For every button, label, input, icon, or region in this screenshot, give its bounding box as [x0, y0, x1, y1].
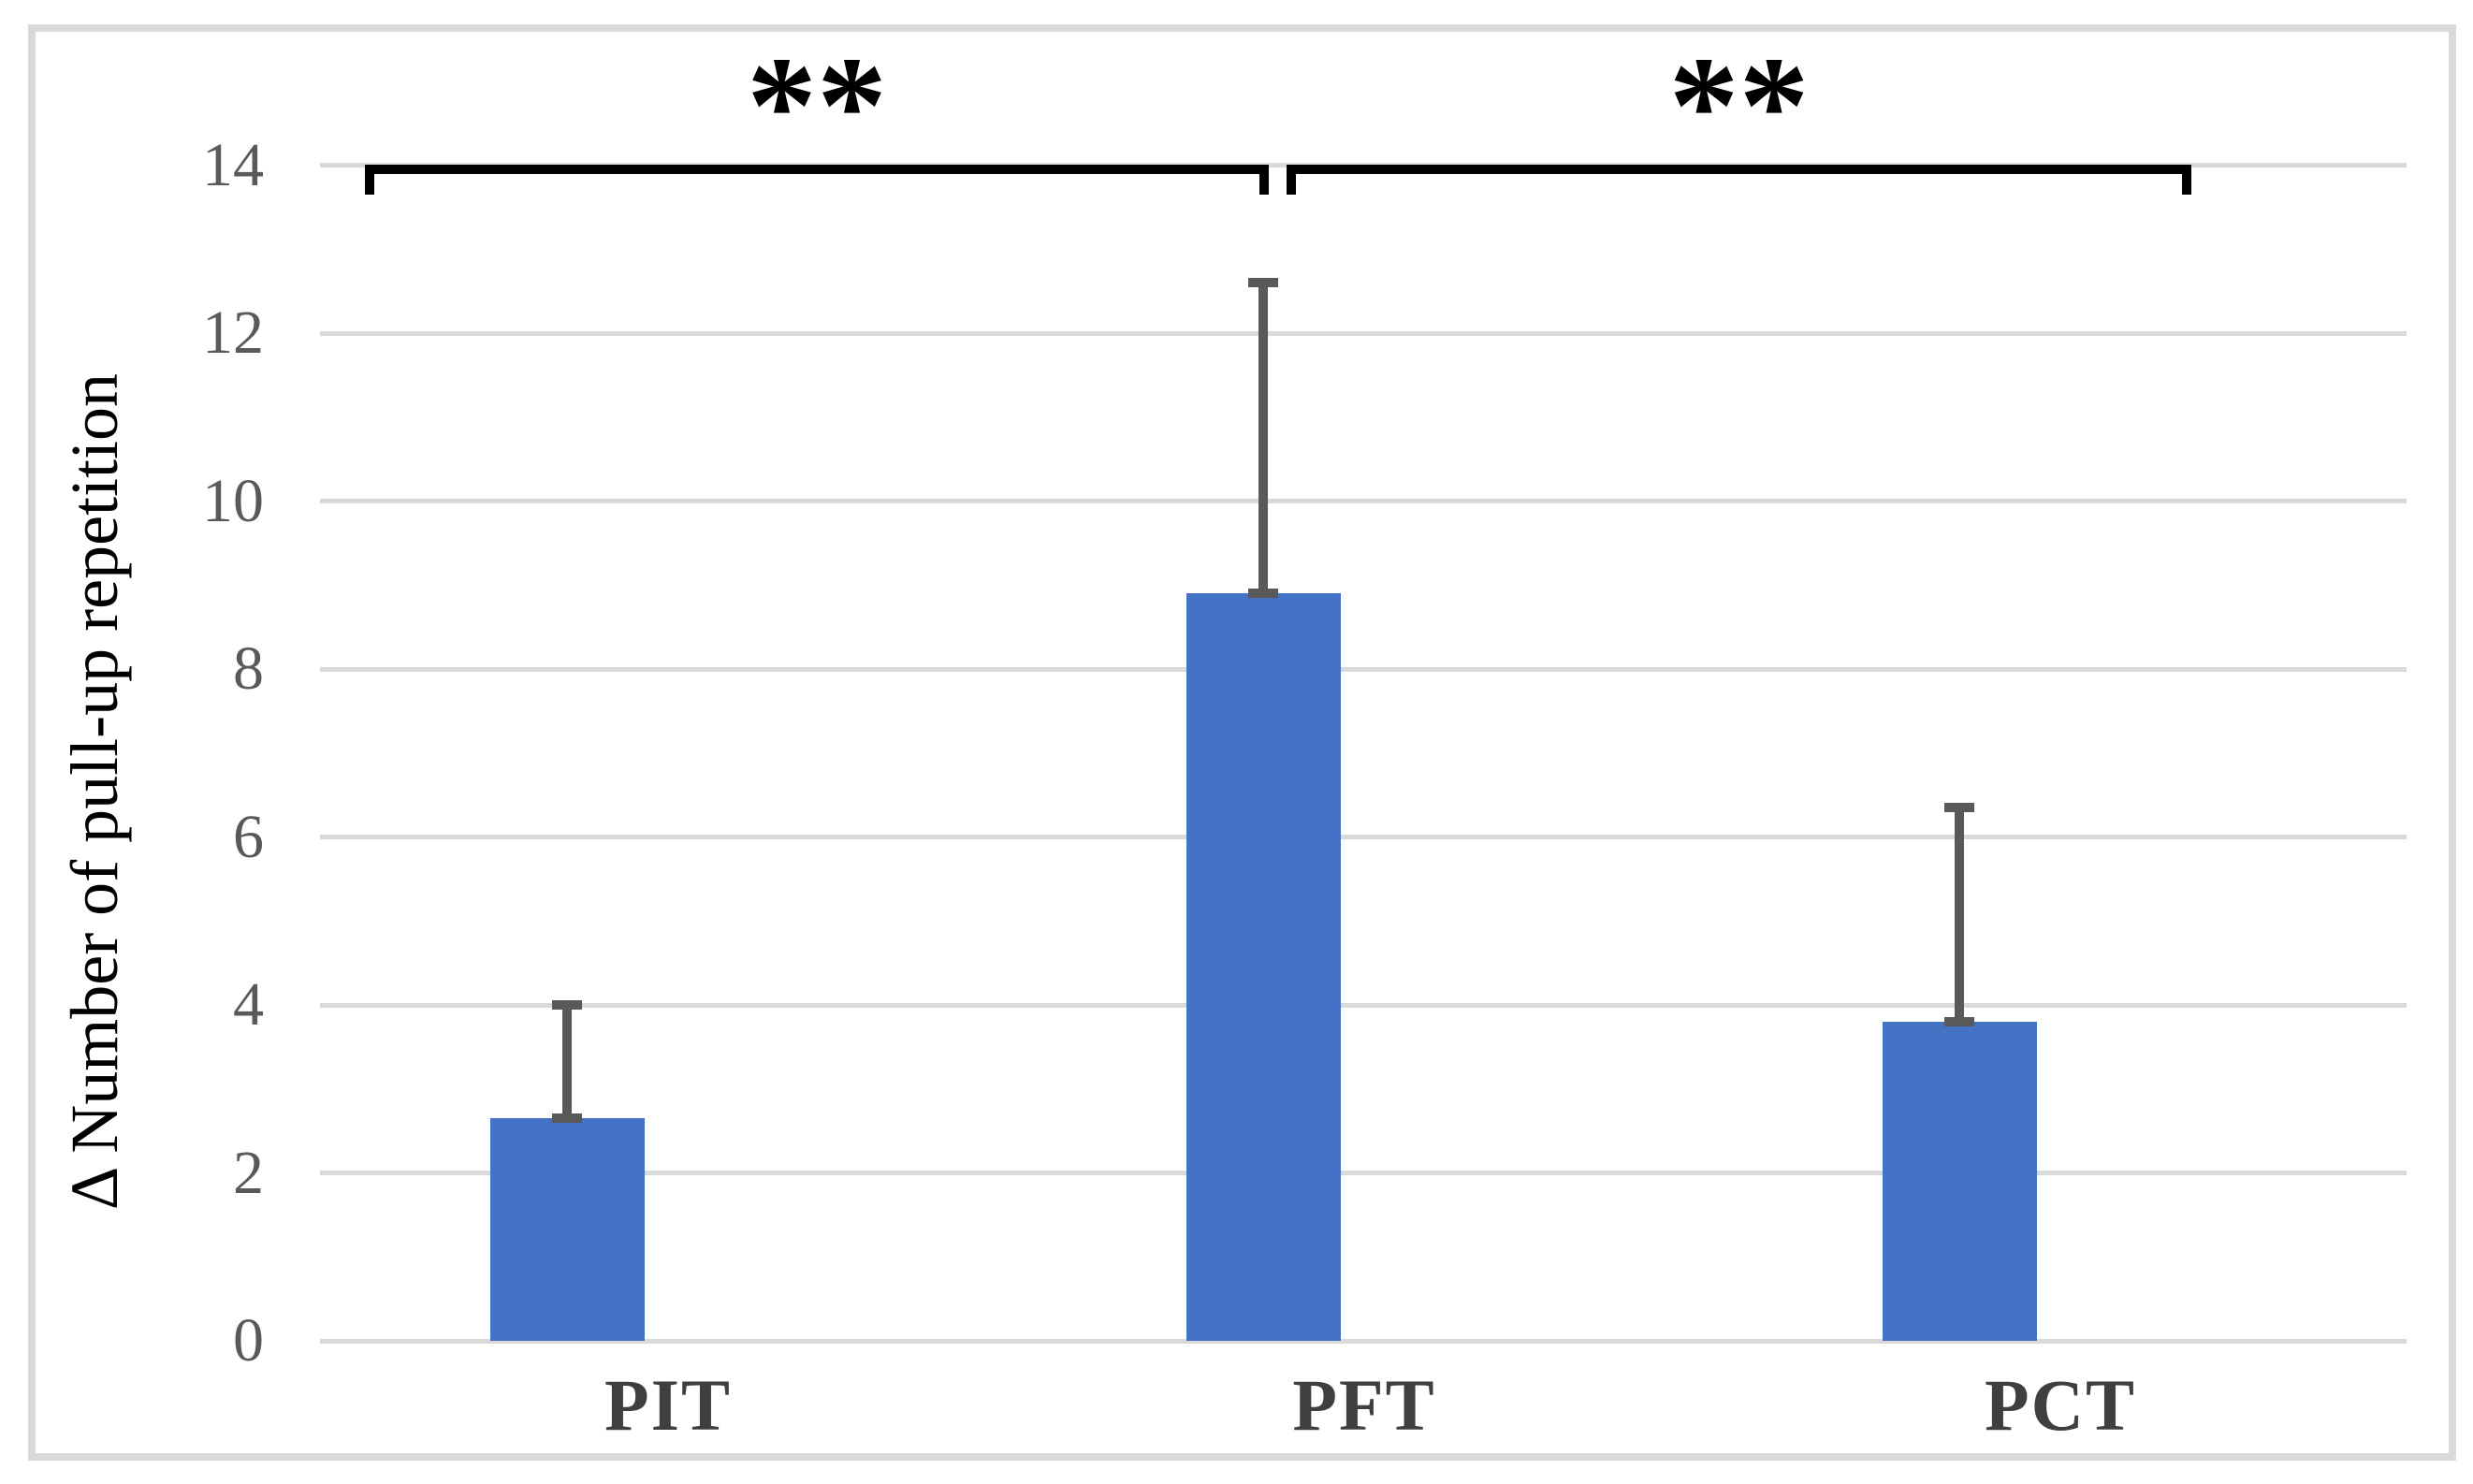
error-bar-bottom-cap-pct — [1944, 1016, 1974, 1026]
significance-label-1: ** — [747, 28, 887, 183]
error-bar-pct — [1955, 807, 1964, 1022]
bar-pct — [1882, 1021, 2037, 1341]
y-tick-label-2: 2 — [233, 1138, 264, 1207]
bar-pit — [489, 1118, 645, 1341]
gridline-y0 — [320, 1338, 2407, 1344]
gridline-y6 — [320, 835, 2407, 839]
y-tick-label-4: 4 — [233, 970, 264, 1039]
error-bar-bottom-cap-pft — [1248, 589, 1278, 599]
error-bar-pit — [562, 1005, 572, 1119]
error-bar-bottom-cap-pit — [552, 1113, 582, 1124]
gridline-y10 — [320, 499, 2407, 503]
gridline-y4 — [320, 1002, 2407, 1008]
gridline-y8 — [320, 666, 2407, 672]
bar-pft — [1186, 593, 1341, 1341]
significance-bracket-1-left-tick — [365, 165, 374, 195]
significance-bracket-1 — [365, 165, 1269, 174]
y-tick-label-0: 0 — [233, 1306, 264, 1375]
y-tick-label-6: 6 — [233, 802, 264, 871]
y-tick-label-10: 10 — [202, 466, 264, 535]
significance-bracket-1-right-tick — [1259, 165, 1269, 195]
y-tick-label-8: 8 — [233, 634, 264, 703]
y-tick-label-14: 14 — [202, 130, 264, 199]
significance-bracket-2 — [1287, 165, 2191, 174]
y-tick-label-12: 12 — [202, 298, 264, 367]
gridline-y2 — [320, 1171, 2407, 1175]
x-axis-label-pft: PFT — [1292, 1364, 1436, 1446]
error-bar-pft — [1258, 283, 1268, 594]
gridline-y12 — [320, 330, 2407, 336]
error-bar-top-cap-pct — [1944, 803, 1974, 813]
error-bar-top-cap-pft — [1248, 278, 1278, 288]
x-axis-label-pit: PIT — [604, 1364, 733, 1446]
error-bar-top-cap-pit — [552, 1000, 582, 1010]
x-axis-label-pct: PCT — [1985, 1364, 2136, 1446]
significance-bracket-2-right-tick — [2182, 165, 2191, 195]
significance-bracket-2-left-tick — [1287, 165, 1296, 195]
significance-label-2: ** — [1668, 28, 1810, 183]
